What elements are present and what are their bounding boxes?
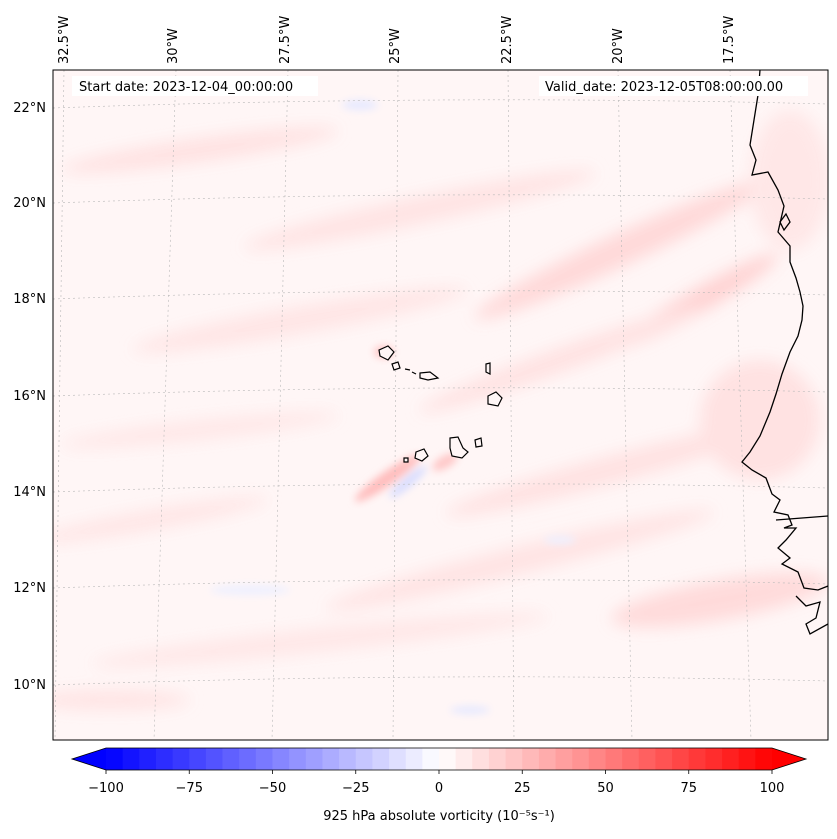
latitude-labels: 22°N 20°N 18°N 16°N 14°N 12°N 10°N — [13, 101, 46, 693]
colorbar-tick-label: 75 — [680, 781, 697, 796]
colorbar-cell — [738, 748, 756, 770]
colorbar-tick-label: −100 — [88, 781, 124, 796]
colorbar-cell — [372, 748, 390, 770]
colorbar-cell — [655, 748, 673, 770]
colorbar-cell — [255, 748, 273, 770]
colorbar-cell — [455, 748, 473, 770]
colorbar-cell — [472, 748, 490, 770]
colorbar-cell — [172, 748, 190, 770]
colorbar-label: 925 hPa absolute vorticity (10⁻⁵s⁻¹) — [323, 809, 555, 824]
vorticity-field — [53, 70, 828, 740]
colorbar-cell — [106, 748, 124, 770]
lat-label: 22°N — [13, 101, 46, 116]
lon-label: 20°W — [611, 28, 626, 64]
colorbar-tick-label: 25 — [514, 781, 531, 796]
colorbar-cell — [588, 748, 606, 770]
colorbar-cell — [622, 748, 640, 770]
colorbar-cell — [439, 748, 457, 770]
colorbar-cell — [688, 748, 706, 770]
colorbar-cell — [755, 748, 773, 770]
colorbar-cell — [505, 748, 523, 770]
lat-label: 12°N — [13, 581, 46, 596]
colorbar-cell — [389, 748, 407, 770]
colorbar-cell — [722, 748, 740, 770]
lon-label: 17.5°W — [722, 16, 737, 64]
colorbar-tick-label: −50 — [259, 781, 286, 796]
coastline — [741, 70, 828, 635]
longitude-labels: 32.5°W 30°W 27.5°W 25°W 22.5°W 20°W 17.5… — [57, 16, 737, 64]
lon-label: 25°W — [388, 28, 403, 64]
colorbar-cells — [106, 748, 773, 770]
colorbar-cell — [572, 748, 590, 770]
colorbar-cell — [272, 748, 290, 770]
colorbar-extend-min — [72, 748, 106, 770]
colorbar-cell — [538, 748, 556, 770]
colorbar-cell — [672, 748, 690, 770]
colorbar-cell — [322, 748, 340, 770]
graticule — [53, 70, 828, 740]
colorbar-cell — [355, 748, 373, 770]
colorbar-cell — [339, 748, 357, 770]
start-date-box — [72, 76, 318, 96]
lon-label: 22.5°W — [500, 16, 515, 64]
lat-label: 10°N — [13, 678, 46, 693]
valid-date-label: Valid_date: 2023-12-05T08:00:00.00 — [545, 80, 783, 95]
colorbar-cell — [405, 748, 423, 770]
colorbar-cell — [289, 748, 307, 770]
colorbar-cell — [205, 748, 223, 770]
colorbar-cell — [239, 748, 257, 770]
cape-verde-islands — [378, 345, 503, 463]
colorbar-tick-label: 50 — [597, 781, 614, 796]
lat-label: 18°N — [13, 292, 46, 307]
colorbar-cell — [522, 748, 540, 770]
colorbar-cell — [122, 748, 140, 770]
lon-label: 27.5°W — [278, 16, 293, 64]
colorbar-cell — [305, 748, 323, 770]
colorbar: −100 −75 −50 −25 0 25 50 75 100 925 hPa absolute… — [70, 747, 808, 824]
colorbar-cell — [189, 748, 207, 770]
lat-label: 20°N — [13, 196, 46, 211]
colorbar-cell — [155, 748, 173, 770]
colorbar-tick-label: 0 — [435, 781, 443, 796]
lat-label: 14°N — [13, 485, 46, 500]
start-date-label: Start date: 2023-12-04_00:00:00 — [79, 80, 293, 95]
colorbar-cell — [605, 748, 623, 770]
valid-date-box — [539, 76, 808, 96]
colorbar-extend-max — [772, 748, 806, 770]
lat-label: 16°N — [13, 389, 46, 404]
colorbar-cell — [422, 748, 440, 770]
lon-label: 32.5°W — [57, 16, 72, 64]
colorbar-cell — [139, 748, 157, 770]
colorbar-tick-label: −25 — [342, 781, 369, 796]
colorbar-cell — [222, 748, 240, 770]
map-frame — [52, 69, 829, 741]
map-panel: Start date: 2023-12-04_00:00:00 Valid_da… — [13, 16, 829, 741]
colorbar-tick-label: −75 — [176, 781, 203, 796]
colorbar-cell — [705, 748, 723, 770]
colorbar-tick-label: 100 — [760, 781, 785, 796]
colorbar-cell — [638, 748, 656, 770]
colorbar-ticks: −100 −75 −50 −25 0 25 50 75 100 — [88, 770, 784, 796]
lon-label: 30°W — [166, 28, 181, 64]
colorbar-cell — [555, 748, 573, 770]
colorbar-cell — [488, 748, 506, 770]
